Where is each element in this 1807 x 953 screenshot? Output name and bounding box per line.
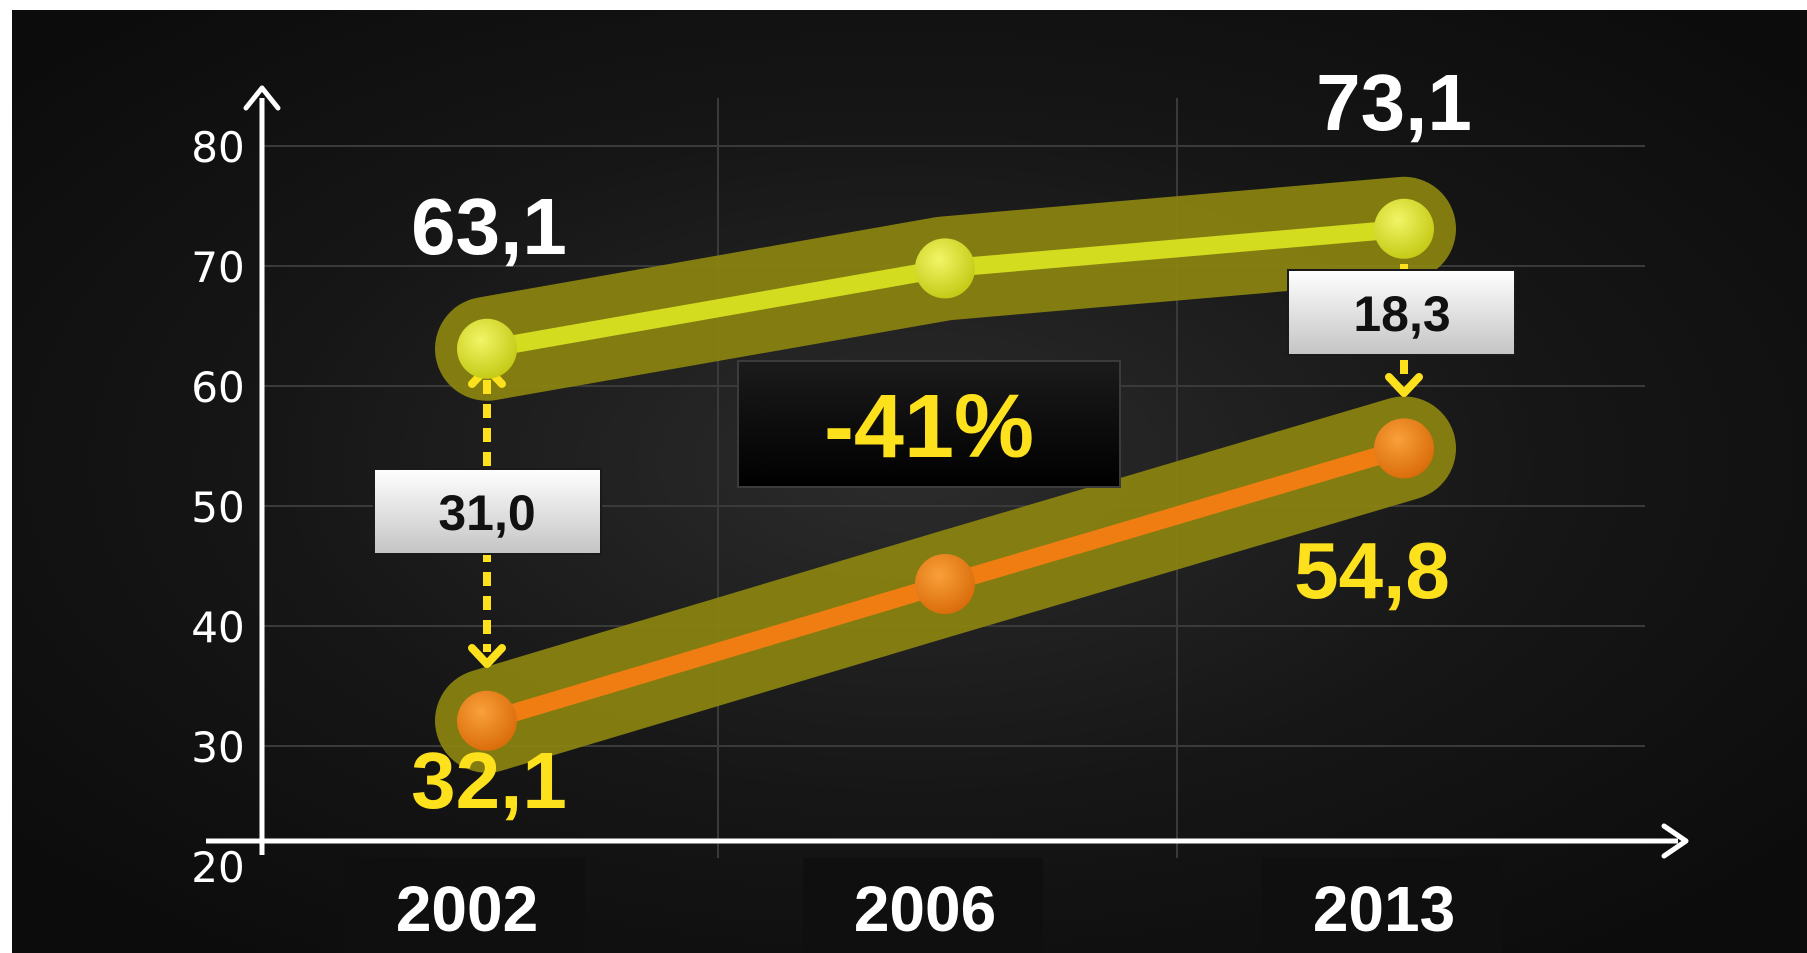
- x-label-bg-2006: [803, 858, 1043, 953]
- y-tick-labels: 20 30 40 50 60 70 80: [191, 123, 244, 892]
- y-tick-50: 50: [191, 483, 244, 532]
- y-tick-20: 20: [191, 843, 244, 892]
- point-s1-2002: [457, 690, 517, 751]
- y-tick-60: 60: [191, 363, 244, 412]
- x-label-2013: 2013: [1313, 873, 1455, 945]
- data-label-top-2013: 73,1: [1316, 58, 1472, 147]
- point-s0-2013: [1374, 198, 1434, 259]
- x-label-bg-2002: [345, 858, 585, 953]
- y-tick-80: 80: [191, 123, 244, 172]
- point-s1-2006: [915, 554, 975, 614]
- reduction-box: -41%: [737, 360, 1121, 488]
- y-tick-30: 30: [191, 723, 244, 772]
- data-label-top-2002: 63,1: [411, 182, 567, 271]
- y-axis-arrow: [243, 85, 281, 111]
- point-s1-2013: [1374, 418, 1434, 479]
- point-s0-2006: [915, 238, 975, 299]
- gap-box-2002: 31,0: [373, 468, 602, 555]
- x-tick-labels: 2002 2006 2013: [345, 858, 1502, 953]
- axes: [206, 85, 1689, 859]
- y-tick-40: 40: [191, 603, 244, 652]
- gap-label-2013: 18,3: [1353, 286, 1450, 342]
- point-s0-2002: [457, 318, 517, 379]
- data-label-bottom-2002: 32,1: [411, 736, 567, 825]
- x-label-2002: 2002: [396, 873, 538, 945]
- x-label-bg-2013: [1262, 858, 1502, 953]
- series-points: [457, 198, 1434, 751]
- x-axis-arrow: [1661, 823, 1689, 859]
- gap-box-2013: 18,3: [1287, 269, 1516, 356]
- gap-label-2002: 31,0: [438, 485, 535, 541]
- reduction-label: -41%: [824, 377, 1034, 477]
- x-label-2006: 2006: [854, 873, 996, 945]
- y-tick-70: 70: [191, 243, 244, 292]
- data-label-bottom-2013: 54,8: [1294, 526, 1450, 615]
